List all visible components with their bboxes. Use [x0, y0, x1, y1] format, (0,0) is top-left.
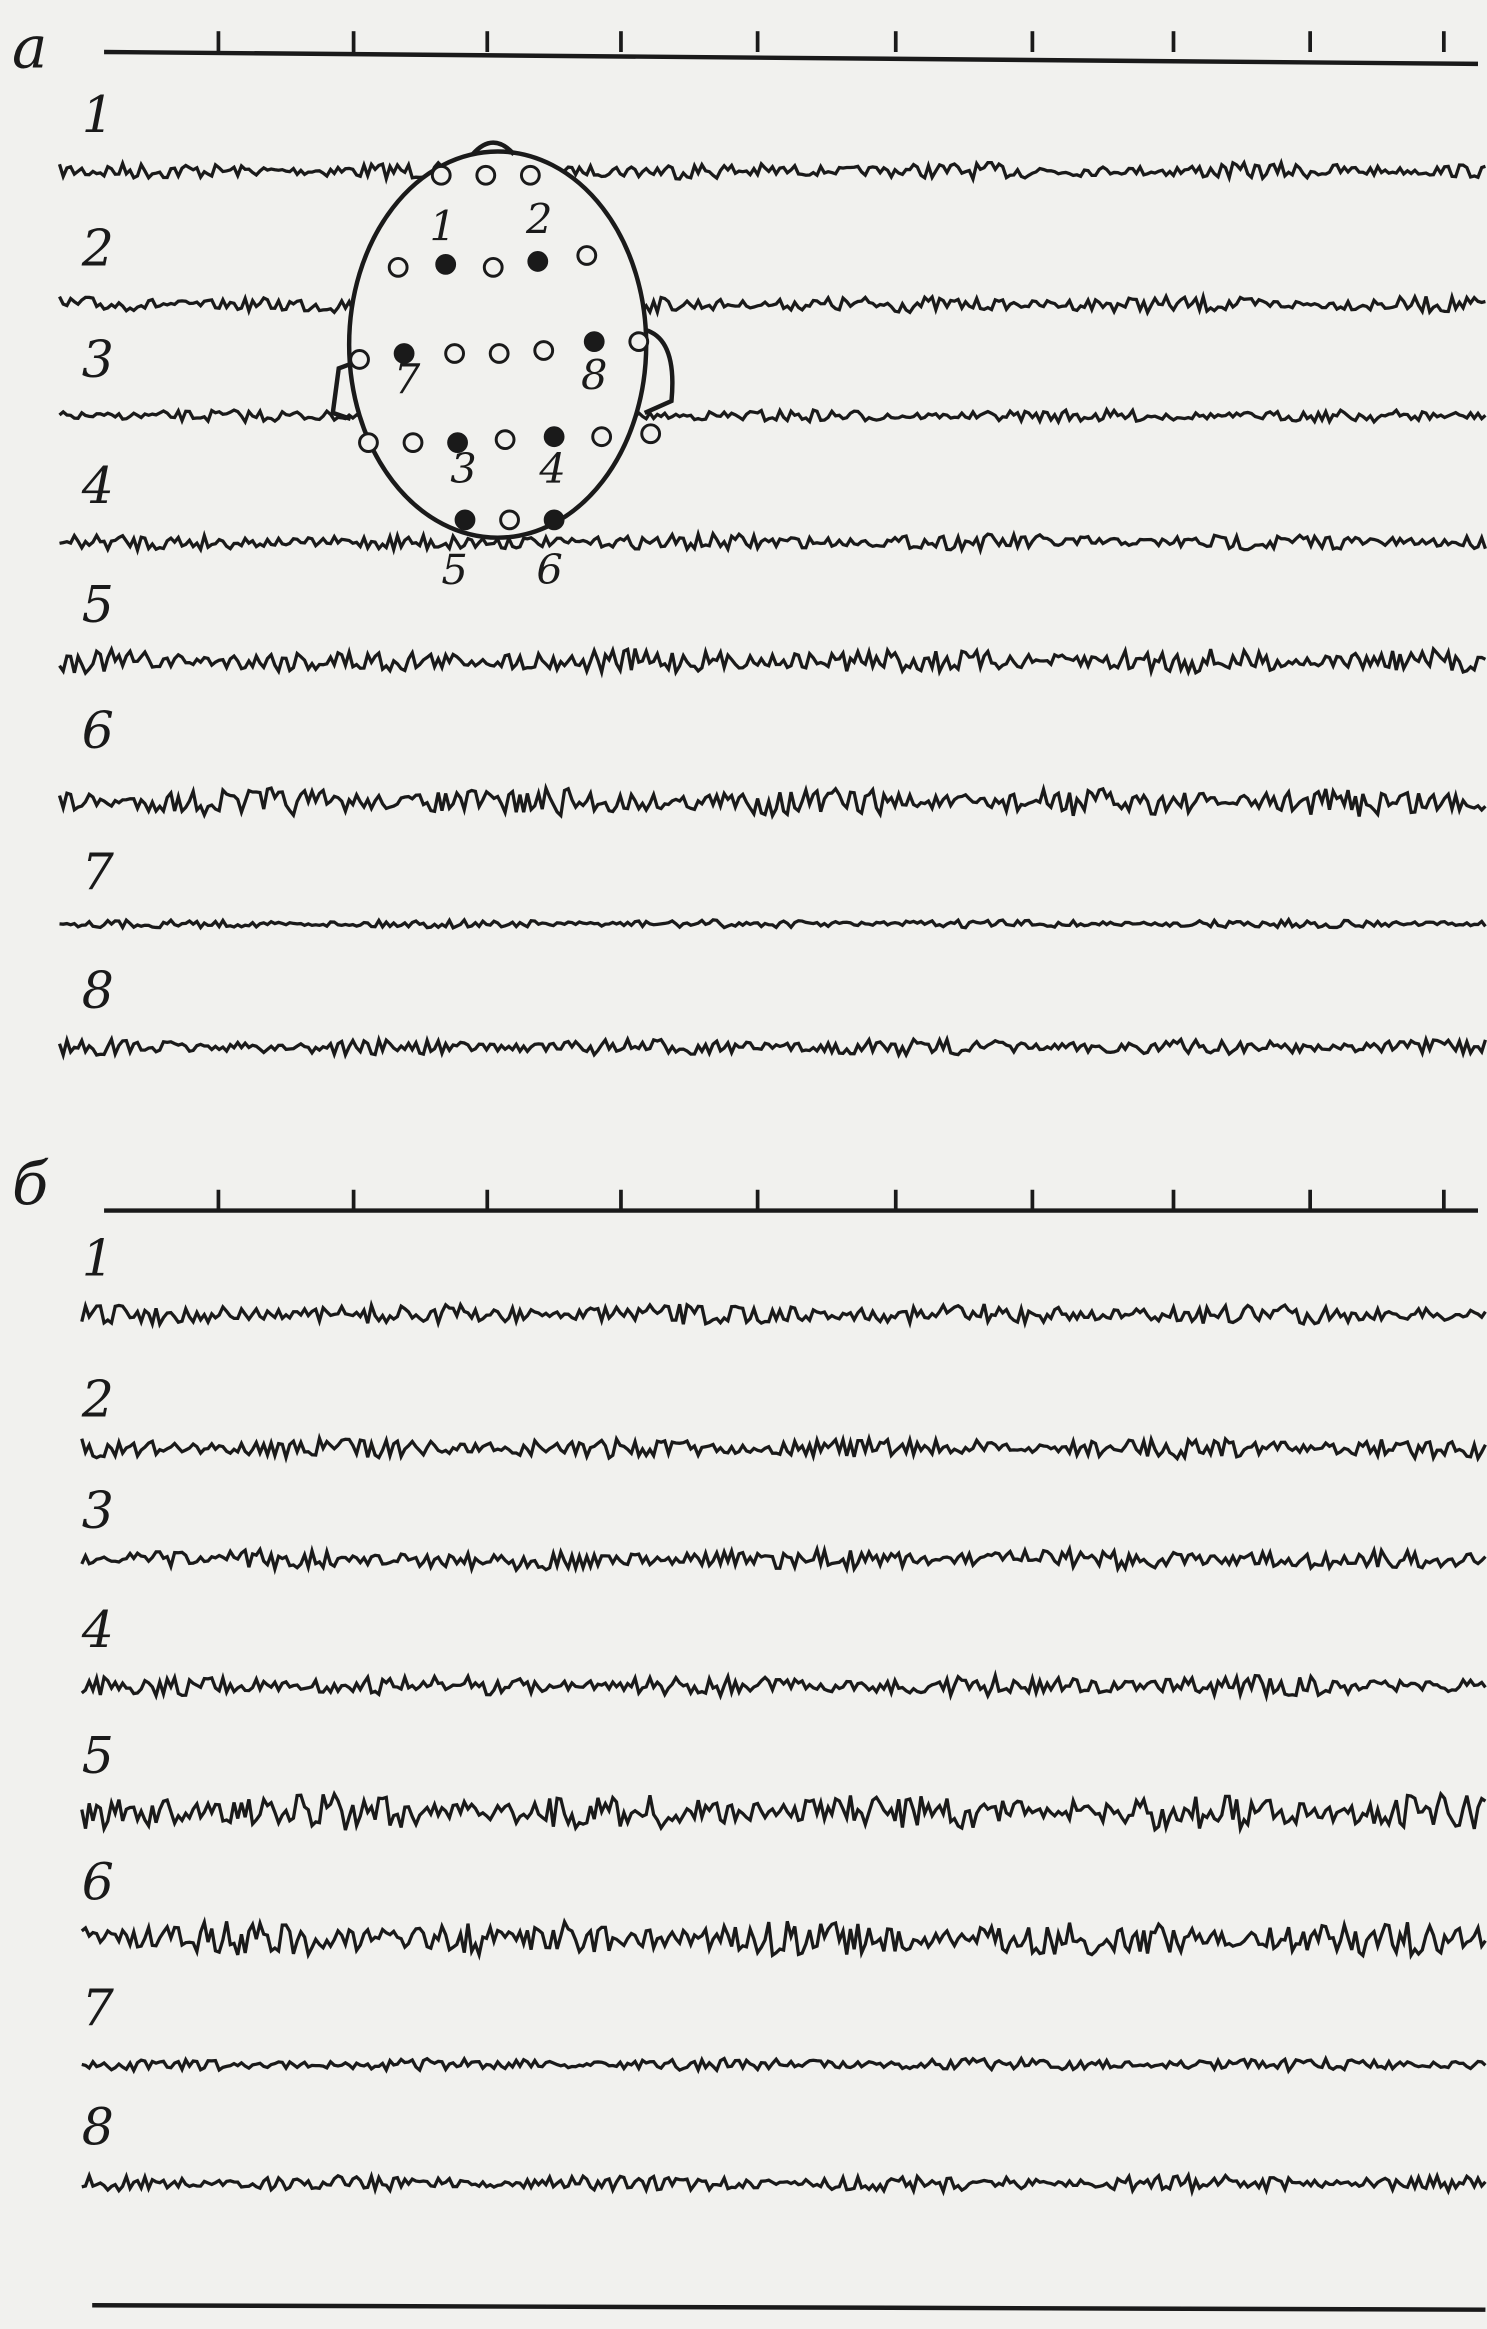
electrode-label: 8	[581, 350, 607, 399]
channel-label: 6	[82, 1852, 114, 1911]
channel-label: 1	[82, 85, 114, 144]
paper	[0, 0, 1487, 2329]
electrode	[501, 511, 519, 529]
electrode	[432, 166, 450, 184]
channel-label: 5	[82, 575, 114, 634]
eeg-figure: а12345678б1234567812345678	[0, 0, 1487, 2329]
electrode	[446, 345, 464, 363]
active-electrode	[585, 333, 603, 351]
channel-label: 1	[82, 1229, 114, 1288]
channel-label: 3	[82, 1481, 114, 1540]
active-electrode	[545, 511, 563, 529]
electrode	[490, 345, 508, 363]
electrode-label: 3	[450, 444, 476, 493]
electrode	[496, 431, 514, 449]
electrode	[477, 166, 495, 184]
active-electrode	[456, 511, 474, 529]
channel-label: 7	[82, 842, 115, 901]
electrode-label: 1	[429, 202, 455, 251]
electrode	[351, 351, 369, 369]
electrode-label: 4	[538, 444, 565, 493]
electrode	[404, 434, 422, 452]
channel-label: 8	[82, 2097, 114, 2156]
electrode-label: 6	[536, 545, 562, 594]
electrode	[642, 425, 660, 443]
channel-label: 5	[82, 1726, 114, 1785]
electrode	[535, 342, 553, 360]
channel-label: 8	[82, 961, 114, 1020]
electrode	[578, 247, 596, 265]
electrode	[593, 428, 611, 446]
channel-label: 4	[81, 1600, 114, 1659]
channel-label: 6	[82, 701, 114, 760]
panel-label: б	[12, 1150, 49, 1219]
electrode-label: 2	[525, 194, 552, 243]
electrode-label: 7	[394, 355, 421, 404]
electrode	[484, 258, 502, 276]
electrode-label: 5	[441, 545, 467, 594]
electrode	[521, 166, 539, 184]
channel-label: 3	[82, 330, 114, 389]
electrode	[630, 333, 648, 351]
channel-label: 7	[82, 1979, 115, 2038]
channel-label: 2	[81, 219, 114, 278]
panel-label: а	[12, 14, 47, 83]
active-electrode	[437, 255, 455, 273]
channel-label: 4	[81, 456, 114, 515]
electrode	[389, 258, 407, 276]
electrode	[360, 434, 378, 452]
channel-label: 2	[81, 1370, 114, 1429]
active-electrode	[529, 253, 547, 271]
